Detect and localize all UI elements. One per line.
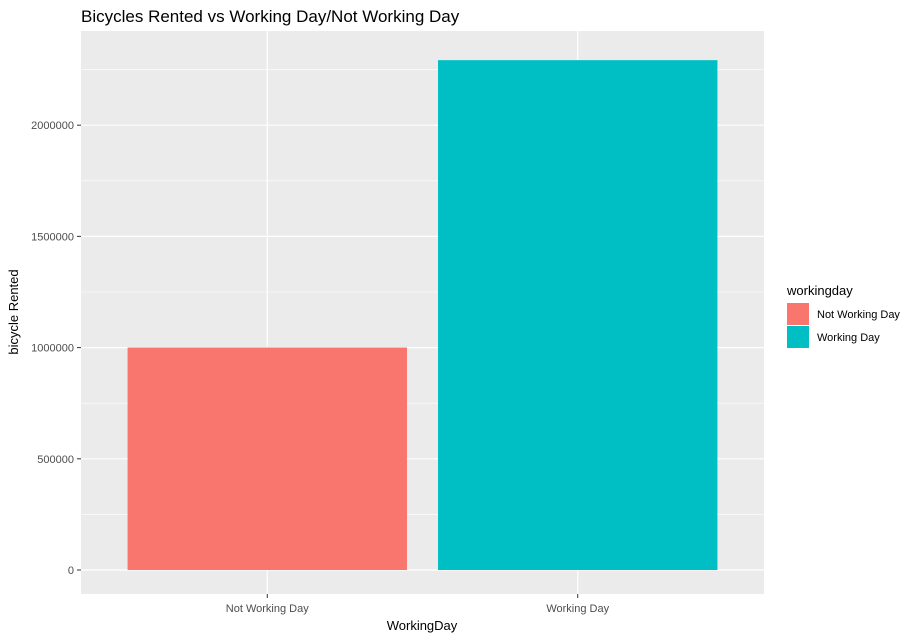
- chart-title: Bicycles Rented vs Working Day/Not Worki…: [81, 7, 460, 26]
- legend-label: Not Working Day: [817, 309, 900, 321]
- x-tick-label: Not Working Day: [226, 603, 309, 615]
- legend-swatch: [787, 326, 809, 348]
- legend-title: workingday: [786, 283, 853, 298]
- y-axis-title: bicycle Rented: [6, 269, 21, 354]
- y-tick-label: 500000: [37, 454, 74, 466]
- bars: [127, 60, 718, 570]
- x-axis-title: WorkingDay: [387, 618, 458, 633]
- y-tick-label: 0: [68, 565, 74, 577]
- x-tick-label: Working Day: [546, 603, 609, 615]
- bar-working-day: [438, 60, 718, 570]
- legend: workingday Not Working Day Working Day: [786, 283, 900, 348]
- bar-not-working-day: [127, 347, 407, 570]
- legend-swatch: [787, 303, 809, 325]
- y-tick-label: 1000000: [31, 343, 74, 355]
- y-tick-label: 2000000: [31, 120, 74, 132]
- y-axis: 0 500000 1000000 1500000 2000000: [31, 120, 81, 577]
- x-axis: Not Working Day Working Day: [226, 594, 610, 615]
- y-tick-label: 1500000: [31, 231, 74, 243]
- legend-label: Working Day: [817, 332, 880, 344]
- legend-items: Not Working Day Working Day: [787, 303, 900, 348]
